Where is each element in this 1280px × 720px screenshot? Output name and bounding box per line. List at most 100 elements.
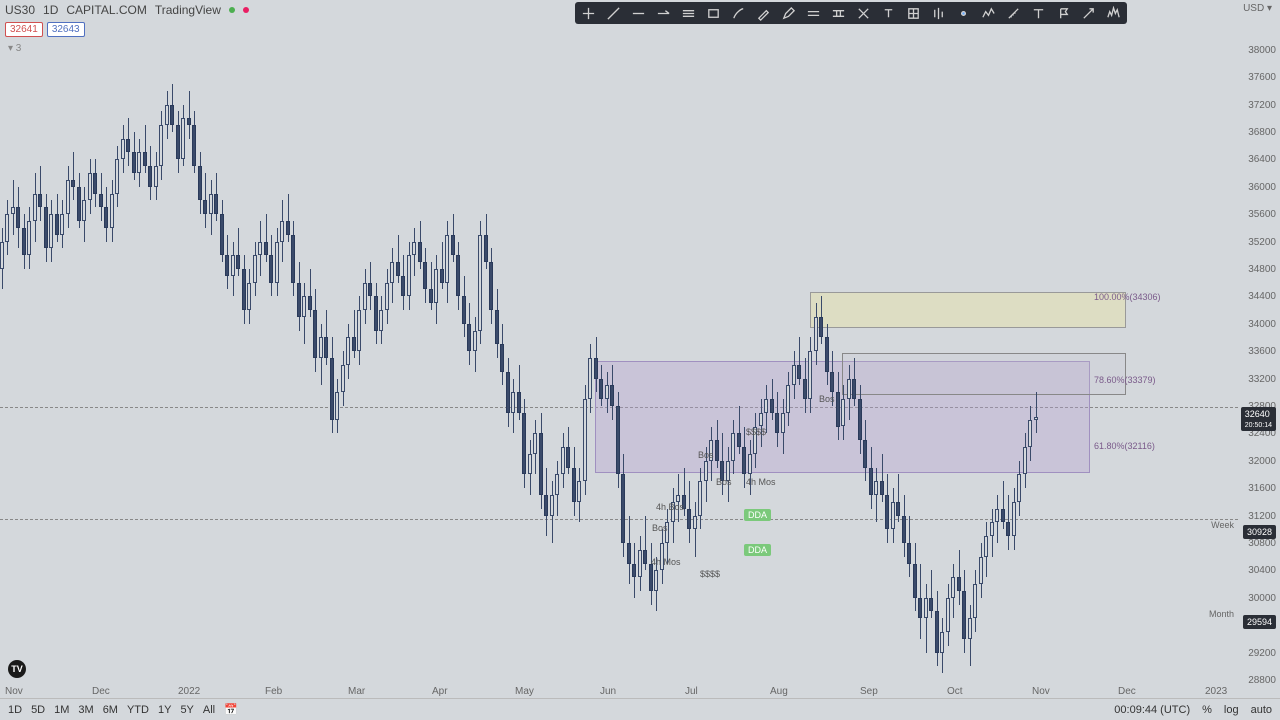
chart-annotation[interactable]: $$$$ <box>700 569 720 579</box>
zone-rectangle[interactable] <box>842 353 1126 395</box>
x-tick: 2023 <box>1205 686 1227 697</box>
y-tick: 36000 <box>1248 182 1276 193</box>
y-tick: 33200 <box>1248 374 1276 385</box>
x-tick: Aug <box>770 686 788 697</box>
x-tick: May <box>515 686 534 697</box>
fib-label: 100.00%(34306) <box>1094 292 1161 302</box>
chart-annotation[interactable]: Bos <box>652 523 668 533</box>
chart-annotation[interactable]: $$$$ <box>746 427 766 437</box>
y-tick: 34400 <box>1248 291 1276 302</box>
chart-annotation[interactable]: Bos <box>698 450 714 460</box>
symbol[interactable]: US30 <box>5 3 35 17</box>
price-1: 32641 <box>5 22 43 37</box>
dda-label[interactable]: DDA <box>744 544 771 556</box>
x-tick: Nov <box>1032 686 1050 697</box>
exchange[interactable]: CAPITAL.COM <box>66 3 146 17</box>
y-tick: 35600 <box>1248 209 1276 220</box>
x-tick: Mar <box>348 686 365 697</box>
timeframe-5y[interactable]: 5Y <box>180 704 193 716</box>
y-tick: 29200 <box>1248 648 1276 659</box>
flag-tool[interactable] <box>1056 6 1071 21</box>
grid-tool[interactable] <box>906 6 921 21</box>
price-tag: 3264020:50:14 <box>1241 407 1276 431</box>
x-tick: Nov <box>5 686 23 697</box>
y-tick: 35200 <box>1248 237 1276 248</box>
x-tick: Oct <box>947 686 963 697</box>
chart-annotation[interactable]: Bos <box>819 394 835 404</box>
arrow-tool[interactable] <box>1081 6 1096 21</box>
horizontal-line <box>0 519 1238 520</box>
chart-annotation[interactable]: Bos <box>716 477 732 487</box>
side-label: Week <box>1211 520 1234 530</box>
price-tag: 30928 <box>1243 525 1276 539</box>
trend-line-tool[interactable] <box>606 6 621 21</box>
measure-tool[interactable] <box>1006 6 1021 21</box>
text-tool-2[interactable] <box>1031 6 1046 21</box>
timeframe-1d[interactable]: 1D <box>8 704 22 716</box>
timeframe-3m[interactable]: 3M <box>78 704 93 716</box>
x-tick: Jul <box>685 686 698 697</box>
x-tick: Apr <box>432 686 448 697</box>
timeframe-1y[interactable]: 1Y <box>158 704 171 716</box>
drawing-toolbar <box>575 2 1127 24</box>
rectangle-tool[interactable] <box>706 6 721 21</box>
y-tick: 32000 <box>1248 456 1276 467</box>
x-tick: Jun <box>600 686 616 697</box>
timeframe-5d[interactable]: 5D <box>31 704 45 716</box>
timeframe-ytd[interactable]: YTD <box>127 704 149 716</box>
timeframe-1m[interactable]: 1M <box>54 704 69 716</box>
x-tick: Sep <box>860 686 878 697</box>
pencil-tool[interactable] <box>781 6 796 21</box>
y-tick: 37200 <box>1248 100 1276 111</box>
y-tick: 34800 <box>1248 264 1276 275</box>
horizontal-line-tool[interactable] <box>631 6 646 21</box>
zone-rectangle[interactable] <box>810 292 1126 328</box>
y-tick: 37600 <box>1248 72 1276 83</box>
text-tool-1[interactable] <box>881 6 896 21</box>
y-tick: 36400 <box>1248 154 1276 165</box>
xabcd-tool[interactable] <box>856 6 871 21</box>
cross-tool[interactable] <box>581 6 596 21</box>
x-tick: Feb <box>265 686 282 697</box>
chart-annotation[interactable]: 4h Bos <box>656 502 684 512</box>
y-tick: 31200 <box>1248 511 1276 522</box>
y-tick: 36800 <box>1248 127 1276 138</box>
status-dot-1 <box>229 7 235 13</box>
chart-area[interactable]: 100.00%(34306) 78.60%(33379) 61.80%(32116)… <box>0 36 1238 680</box>
y-tick: 34000 <box>1248 319 1276 330</box>
y-tick: 30800 <box>1248 538 1276 549</box>
log-toggle[interactable]: log <box>1224 704 1239 716</box>
y-tick: 28800 <box>1248 675 1276 686</box>
bottom-bar: 1D5D1M3M6MYTD1Y5YAll 📅 00:09:44 (UTC) % … <box>0 698 1280 720</box>
side-label: Month <box>1209 609 1234 619</box>
goto-date-icon[interactable]: 📅 <box>224 703 238 716</box>
chart-annotation[interactable]: 4h Mos <box>651 557 681 567</box>
short-position-tool[interactable] <box>831 6 846 21</box>
tradingview-logo-icon[interactable]: TV <box>8 660 26 678</box>
ray-tool[interactable] <box>656 6 671 21</box>
brand: TradingView <box>155 3 221 17</box>
brush-tool[interactable] <box>731 6 746 21</box>
price-2: 32643 <box>47 22 85 37</box>
bars-tool[interactable] <box>931 6 946 21</box>
pattern-tool[interactable] <box>1106 6 1121 21</box>
x-tick: Dec <box>1118 686 1136 697</box>
y-tick: 31600 <box>1248 483 1276 494</box>
timeframe-6m[interactable]: 6M <box>103 704 118 716</box>
parallel-tool[interactable] <box>681 6 696 21</box>
dot-tool[interactable] <box>956 6 971 21</box>
chart-annotation[interactable]: 4h Mos <box>746 477 776 487</box>
long-position-tool[interactable] <box>806 6 821 21</box>
fib-label: 78.60%(33379) <box>1094 375 1156 385</box>
y-axis[interactable]: 3800037600372003680036400360003560035200… <box>1238 36 1280 680</box>
timeframe[interactable]: 1D <box>43 3 58 17</box>
highlighter-tool[interactable] <box>756 6 771 21</box>
currency-selector[interactable]: USD ▾ <box>1243 3 1272 14</box>
clock: 00:09:44 (UTC) <box>1114 704 1190 716</box>
fib-label: 61.80%(32116) <box>1094 441 1155 451</box>
zigzag-tool[interactable] <box>981 6 996 21</box>
timeframe-all[interactable]: All <box>203 704 215 716</box>
percent-toggle[interactable]: % <box>1202 704 1212 716</box>
auto-toggle[interactable]: auto <box>1251 704 1272 716</box>
dda-label[interactable]: DDA <box>744 509 771 521</box>
